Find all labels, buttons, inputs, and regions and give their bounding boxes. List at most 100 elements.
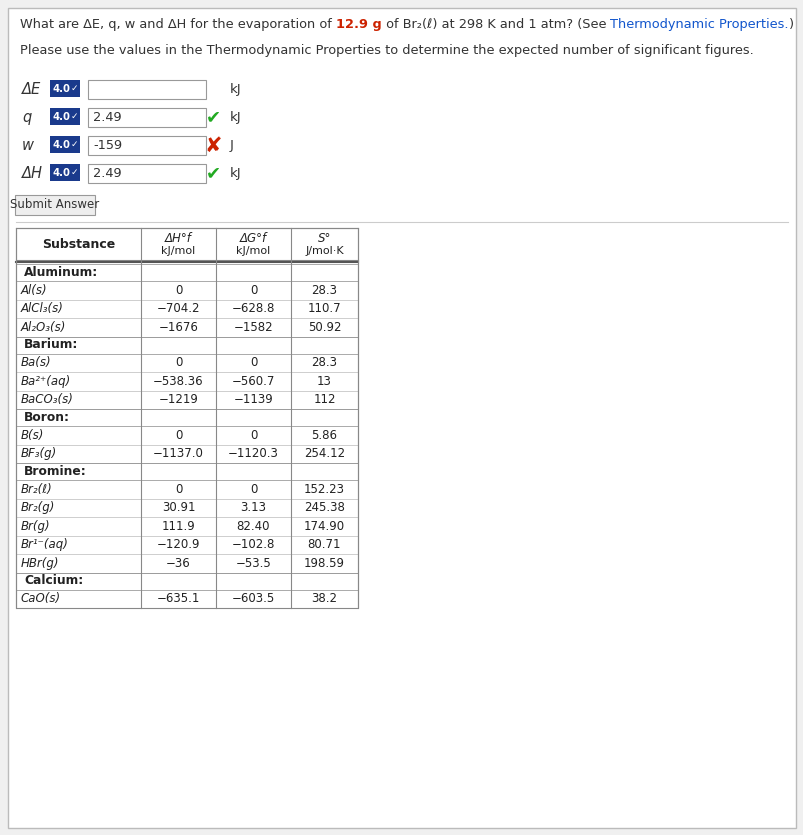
Text: kJ: kJ [230,167,242,180]
Text: 0: 0 [250,357,257,369]
Text: 0: 0 [250,428,257,442]
Text: 80.71: 80.71 [308,539,340,551]
Text: J: J [230,139,234,152]
Text: −538.36: −538.36 [153,375,203,387]
Text: BaCO₃(s): BaCO₃(s) [21,393,74,407]
Text: Br₂(ℓ): Br₂(ℓ) [21,483,53,496]
Text: Calcium:: Calcium: [24,574,84,588]
Text: ✔: ✔ [206,164,220,183]
Text: −1137.0: −1137.0 [153,448,204,460]
Text: 245.38: 245.38 [304,501,344,514]
Text: 0: 0 [250,483,257,496]
Text: 112: 112 [313,393,336,407]
FancyBboxPatch shape [88,80,206,99]
Text: ): ) [788,18,793,31]
Text: Ba²⁺(aq): Ba²⁺(aq) [21,375,71,387]
Text: −120.9: −120.9 [157,539,200,551]
Text: ✓: ✓ [70,168,78,177]
Text: ✓: ✓ [70,84,78,93]
Text: 0: 0 [250,284,257,296]
Text: Aluminum:: Aluminum: [24,266,98,279]
Text: BF₃(g): BF₃(g) [21,448,57,460]
FancyBboxPatch shape [8,8,795,828]
Text: kJ: kJ [230,111,242,124]
Text: 111.9: 111.9 [161,519,195,533]
Text: ✔: ✔ [206,109,220,126]
Text: −102.8: −102.8 [231,539,275,551]
Text: 13: 13 [316,375,332,387]
FancyBboxPatch shape [88,136,206,155]
FancyBboxPatch shape [88,108,206,127]
Text: ΔG°f: ΔG°f [239,232,267,245]
Text: kJ/mol: kJ/mol [236,246,271,256]
Text: −704.2: −704.2 [157,302,200,316]
Text: Substance: Substance [42,237,115,250]
Text: 82.40: 82.40 [236,519,270,533]
Text: 0: 0 [174,428,182,442]
Text: 0: 0 [174,483,182,496]
Text: 110.7: 110.7 [308,302,341,316]
Text: of Br₂(ℓ) at 298 K and 1 atm? (See: of Br₂(ℓ) at 298 K and 1 atm? (See [381,18,609,31]
Text: −36: −36 [166,557,190,569]
Text: ✓: ✓ [70,112,78,121]
Text: Br(g): Br(g) [21,519,51,533]
Text: ✘: ✘ [204,135,222,155]
Text: −560.7: −560.7 [231,375,275,387]
FancyBboxPatch shape [15,195,95,215]
Text: ✓: ✓ [70,140,78,149]
Text: −1219: −1219 [158,393,198,407]
Text: 2.49: 2.49 [93,111,121,124]
Text: AlCl₃(s): AlCl₃(s) [21,302,63,316]
Text: 2.49: 2.49 [93,167,121,180]
Text: −53.5: −53.5 [235,557,271,569]
Text: −1120.3: −1120.3 [228,448,279,460]
Text: 4.0: 4.0 [52,84,70,94]
Text: Please use the values in the Thermodynamic Properties to determine the expected : Please use the values in the Thermodynam… [20,44,753,57]
Text: Thermodynamic Properties.: Thermodynamic Properties. [609,18,788,31]
Text: 0: 0 [174,284,182,296]
Text: Boron:: Boron: [24,411,70,424]
Text: 30.91: 30.91 [161,501,195,514]
FancyBboxPatch shape [50,136,80,153]
Text: Barium:: Barium: [24,338,78,352]
FancyBboxPatch shape [88,164,206,183]
Text: −603.5: −603.5 [231,592,275,605]
Text: w: w [22,138,34,153]
Text: −635.1: −635.1 [157,592,200,605]
Text: S°: S° [317,232,331,245]
Text: 198.59: 198.59 [304,557,344,569]
Text: 4.0: 4.0 [52,139,70,149]
Text: 152.23: 152.23 [304,483,344,496]
Text: 38.2: 38.2 [311,592,337,605]
Text: 50.92: 50.92 [308,321,340,334]
Text: 0: 0 [174,357,182,369]
Text: −1582: −1582 [234,321,273,334]
Text: kJ/mol: kJ/mol [161,246,195,256]
Text: Bromine:: Bromine: [24,465,87,478]
Text: 4.0: 4.0 [52,168,70,178]
Text: Al₂O₃(s): Al₂O₃(s) [21,321,67,334]
Text: HBr(g): HBr(g) [21,557,59,569]
FancyBboxPatch shape [50,164,80,181]
Text: kJ: kJ [230,83,242,96]
FancyBboxPatch shape [50,80,80,97]
Text: ΔH°f: ΔH°f [165,232,192,245]
Text: 28.3: 28.3 [311,284,337,296]
Text: 254.12: 254.12 [304,448,344,460]
Text: ΔH: ΔH [22,166,43,181]
Text: -159: -159 [93,139,122,152]
Text: −628.8: −628.8 [231,302,275,316]
FancyBboxPatch shape [50,108,80,125]
Text: 4.0: 4.0 [52,112,70,122]
Text: ΔE: ΔE [22,82,41,97]
Text: −1676: −1676 [158,321,198,334]
Text: B(s): B(s) [21,428,44,442]
Text: 174.90: 174.90 [304,519,344,533]
Text: Ba(s): Ba(s) [21,357,51,369]
Text: 28.3: 28.3 [311,357,337,369]
Text: 12.9 g: 12.9 g [336,18,381,31]
Text: Submit Answer: Submit Answer [10,199,100,211]
Text: 5.86: 5.86 [311,428,337,442]
Text: 3.13: 3.13 [240,501,266,514]
Text: Al(s): Al(s) [21,284,47,296]
